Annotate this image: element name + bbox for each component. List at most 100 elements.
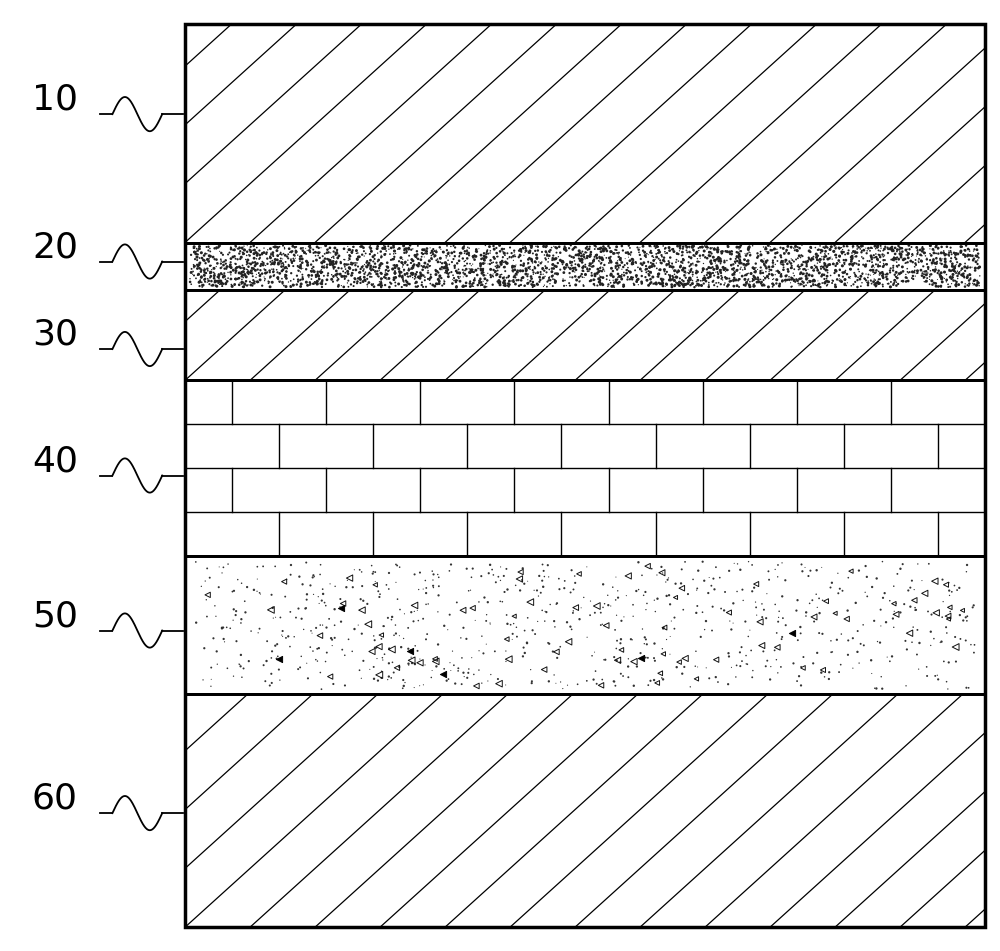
Point xyxy=(555,681,571,696)
Point xyxy=(805,249,821,264)
Point xyxy=(402,262,418,277)
Point xyxy=(552,253,568,268)
Point xyxy=(188,244,204,260)
Point xyxy=(769,253,785,268)
Point xyxy=(709,261,725,276)
Point xyxy=(509,267,525,282)
Point xyxy=(496,260,512,275)
Point xyxy=(309,244,325,260)
Point xyxy=(229,260,245,275)
Point xyxy=(689,270,705,285)
Point xyxy=(694,278,710,293)
Point xyxy=(352,275,368,290)
Point xyxy=(567,269,583,284)
Point xyxy=(459,256,475,271)
Point xyxy=(870,257,886,272)
Point xyxy=(692,254,708,269)
Point xyxy=(231,265,247,281)
Point xyxy=(315,253,331,268)
Point xyxy=(557,241,573,256)
Point xyxy=(867,239,883,254)
Point xyxy=(277,269,293,284)
Point xyxy=(344,644,360,659)
Point xyxy=(228,604,244,619)
Point xyxy=(448,274,464,289)
Point xyxy=(408,270,424,285)
Point xyxy=(380,611,396,626)
Point xyxy=(428,653,444,669)
Point xyxy=(726,266,742,281)
Point xyxy=(274,271,290,286)
Point xyxy=(863,274,879,289)
Point xyxy=(277,269,293,284)
Point xyxy=(230,252,246,267)
Point xyxy=(929,272,945,287)
Point xyxy=(286,630,302,645)
Point xyxy=(228,257,244,272)
Point xyxy=(610,270,626,285)
Point xyxy=(326,243,342,259)
Point xyxy=(864,252,880,267)
Point xyxy=(798,268,814,283)
Point xyxy=(941,575,957,591)
Point xyxy=(664,258,680,273)
Point xyxy=(597,596,613,611)
Point xyxy=(482,245,498,261)
Point xyxy=(405,261,421,276)
Point xyxy=(600,588,616,603)
Point xyxy=(744,584,760,599)
Point xyxy=(518,262,534,277)
Point xyxy=(642,244,658,260)
Point xyxy=(870,259,886,274)
Point xyxy=(755,265,771,281)
Point xyxy=(475,646,491,661)
Point xyxy=(298,600,314,615)
Point xyxy=(600,279,616,294)
Point xyxy=(257,265,273,281)
Point xyxy=(182,271,198,286)
Point xyxy=(202,265,218,281)
Point xyxy=(472,273,488,288)
Point xyxy=(454,676,470,691)
Point xyxy=(619,262,635,278)
Point xyxy=(395,274,411,289)
Point xyxy=(545,279,561,294)
Point xyxy=(352,239,368,254)
Point xyxy=(523,240,539,255)
Point xyxy=(549,266,565,281)
Point xyxy=(432,268,448,283)
Point xyxy=(908,252,924,267)
Point xyxy=(775,241,791,256)
Point xyxy=(566,250,582,265)
Point xyxy=(717,254,733,269)
Point xyxy=(577,260,593,275)
Point xyxy=(214,621,230,636)
Point xyxy=(568,600,584,615)
Point xyxy=(547,240,563,255)
Point xyxy=(378,262,394,278)
Point xyxy=(381,669,397,684)
Point xyxy=(314,280,330,295)
Point xyxy=(805,278,821,293)
Point xyxy=(562,278,578,293)
Point xyxy=(495,244,511,260)
Point xyxy=(648,256,664,271)
Point xyxy=(584,255,600,270)
Point xyxy=(853,239,869,254)
Point xyxy=(290,262,306,278)
Point xyxy=(849,280,865,295)
Point xyxy=(793,277,809,292)
Point xyxy=(834,246,850,262)
Point xyxy=(888,278,904,293)
Point xyxy=(857,271,873,286)
Point xyxy=(717,270,733,285)
Point xyxy=(407,598,423,613)
Point xyxy=(728,251,744,266)
Point xyxy=(496,278,512,293)
Point xyxy=(965,276,981,291)
Point xyxy=(673,258,689,273)
Point xyxy=(829,256,845,271)
Point xyxy=(420,260,436,275)
Point xyxy=(816,249,832,264)
Point xyxy=(663,613,679,629)
